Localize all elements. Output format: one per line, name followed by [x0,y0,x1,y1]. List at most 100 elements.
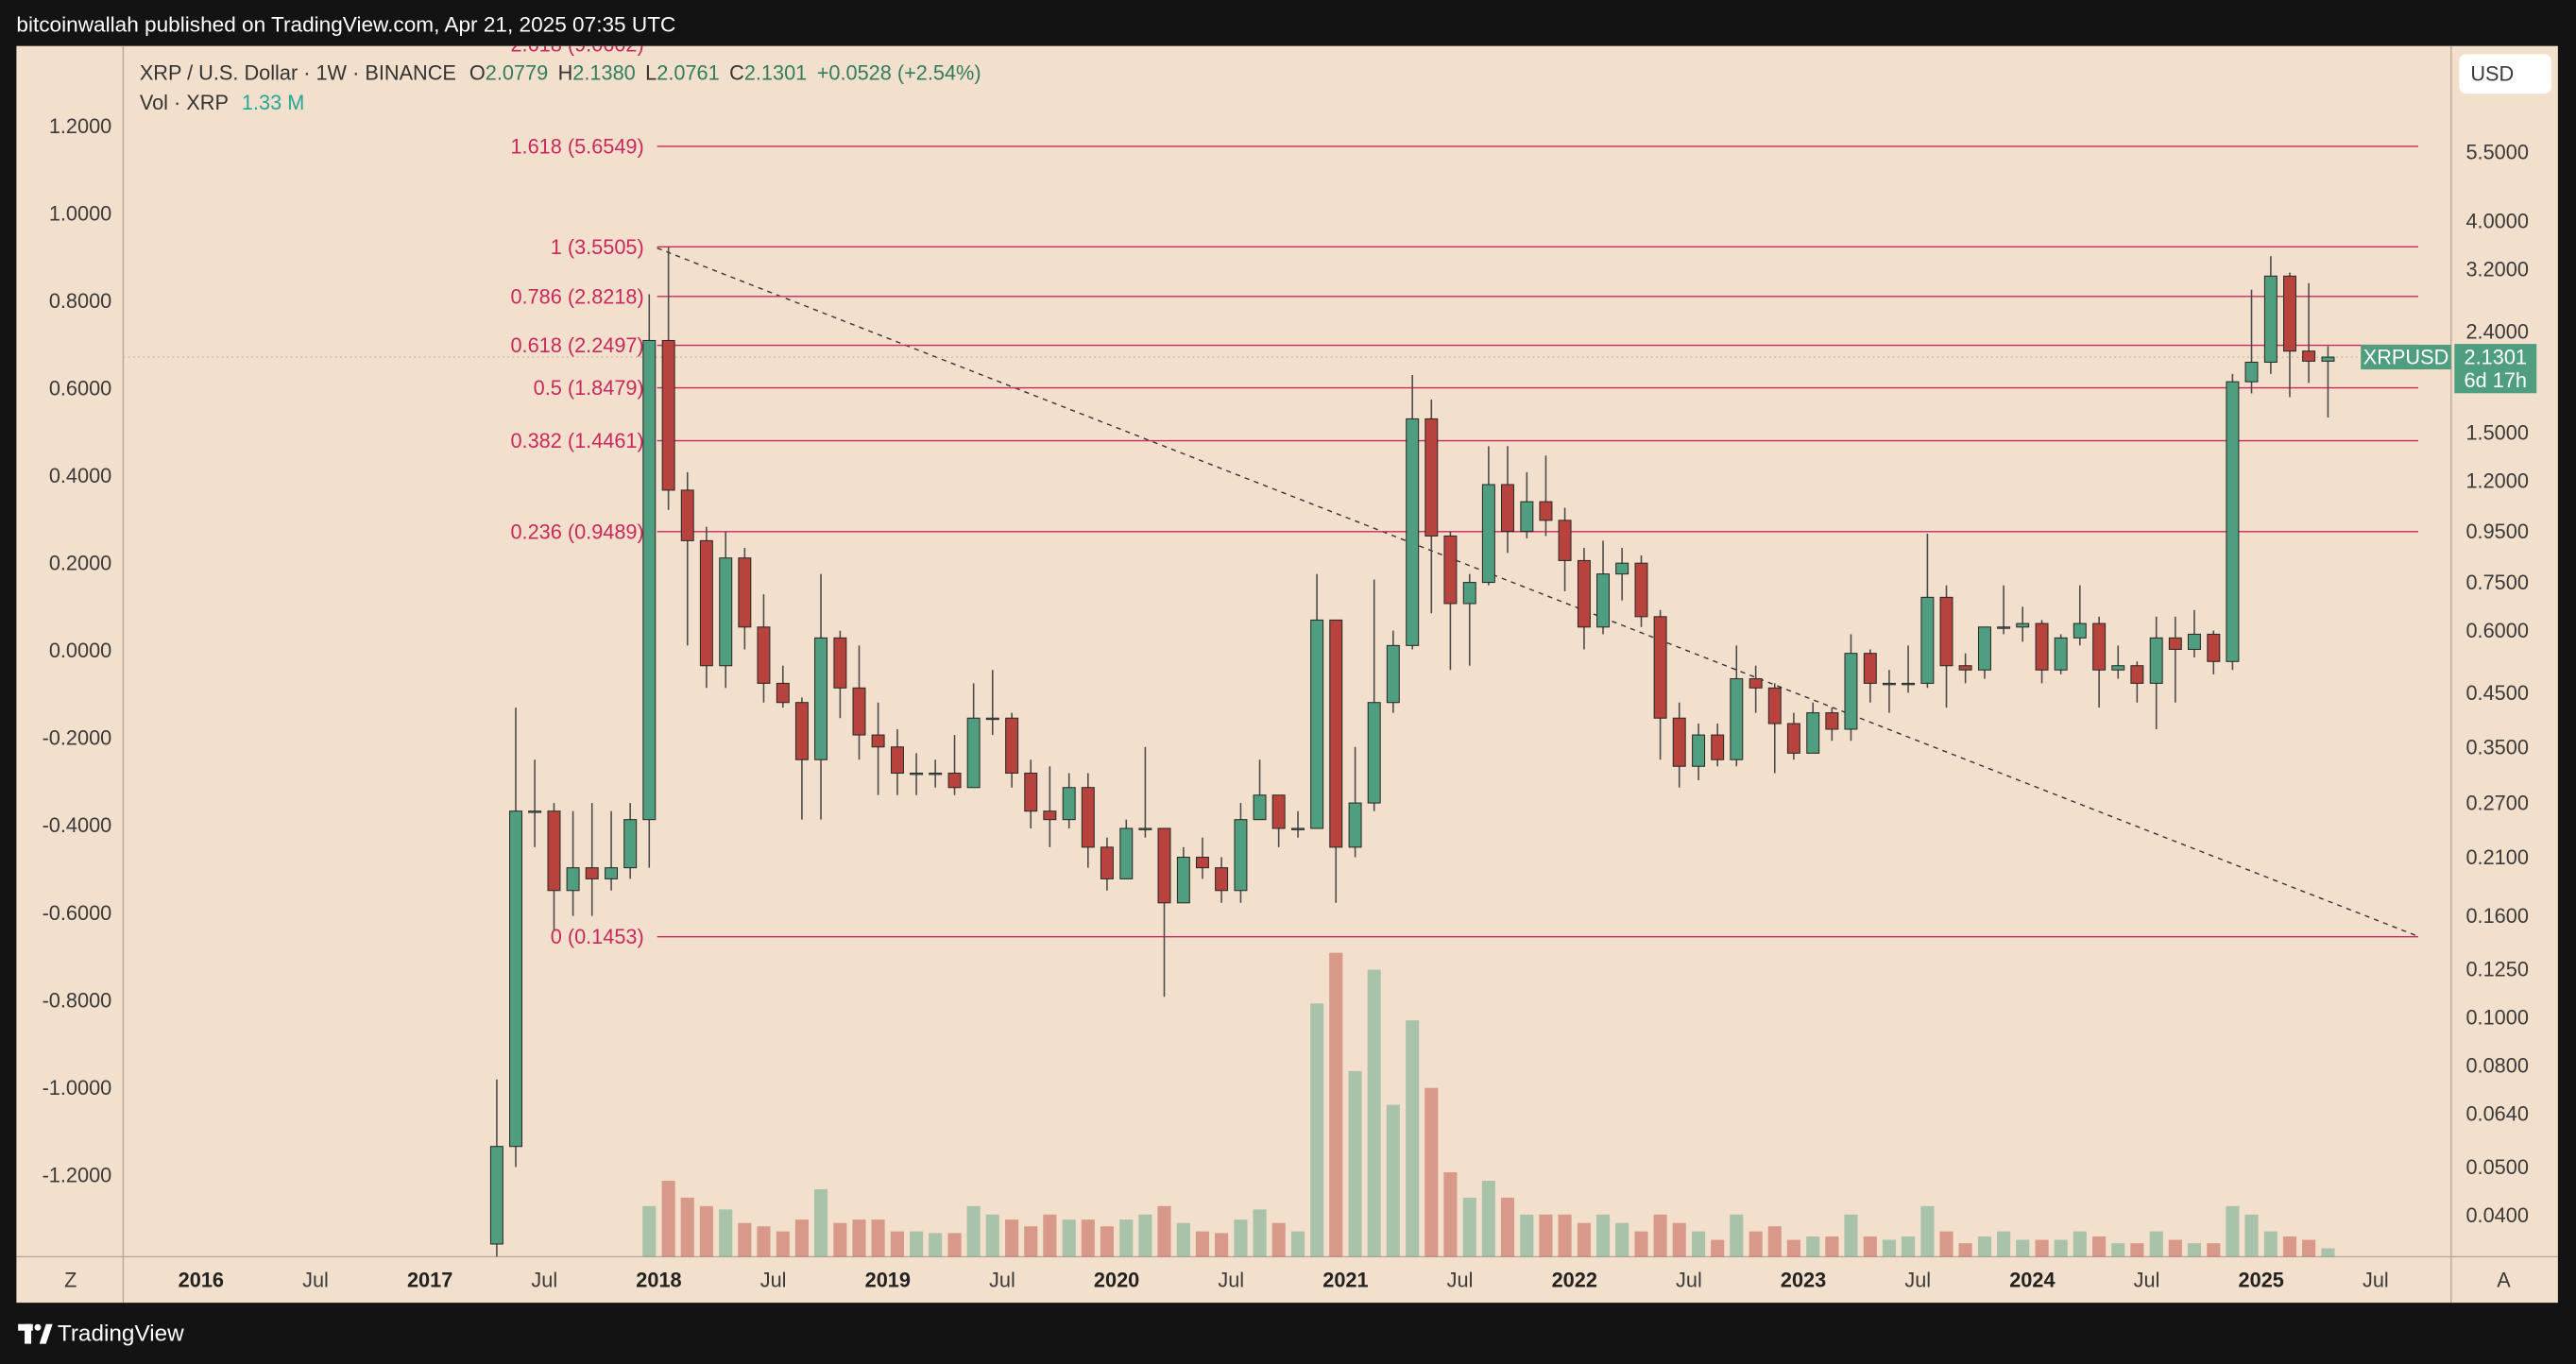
y-tick-label: 0.0500 [2465,1155,2528,1179]
zoom-button[interactable]: Z [64,1268,77,1291]
y-tick-label: 0.1000 [2465,1006,2528,1030]
volume-bar [2282,1236,2297,1257]
x-tick-label: Jul [2134,1268,2160,1291]
candle-body [489,1146,503,1245]
volume-bar [890,1231,905,1257]
candle-body [1577,559,1591,628]
y-tick-label: 0.9500 [2465,520,2528,543]
candle-body [1863,653,1877,684]
volume-bar [2207,1243,2221,1257]
auto-button[interactable]: A [2497,1268,2511,1291]
candle-body [1271,794,1286,829]
currency-label[interactable]: USD [2470,62,2514,86]
candle-body [2149,637,2163,684]
volume-bar [661,1181,675,1257]
volume-bar [985,1214,999,1257]
candle-body [757,626,771,684]
y2-tick-label: -0.4000 [43,813,112,837]
volume-bar [1730,1214,1744,1257]
volume-bar [1234,1219,1248,1257]
y2-tick-label: 0.8000 [49,289,111,313]
volume-bar [1806,1236,1820,1257]
candle-body [528,810,542,813]
candle-body [1329,619,1343,848]
candle-body [1501,484,1514,533]
legend-ohlc: O2.0779 H2.1380 L2.0761 C2.1301 [469,60,807,84]
y2-tick-label: 0.0000 [49,639,111,662]
candle-body [1730,678,1744,760]
candle-body [794,702,809,760]
volume-bar [2187,1243,2202,1257]
volume-bar [2321,1248,2335,1257]
fib-label: 0.618 (2.2497) [510,333,643,357]
volume-bar [1081,1219,1095,1257]
candle-body [1958,665,1972,671]
volume-bar [1615,1222,1629,1257]
volume-bar [1692,1231,1706,1257]
legend-key: O [469,60,486,84]
currency-button[interactable] [2459,54,2551,94]
legend-value: 2.1380 [572,60,635,84]
candle-body [719,557,733,667]
candle-body [1997,626,2011,629]
candle-body [1253,794,1267,821]
y-tick-label: 1.5000 [2465,421,2528,445]
candle-body [1062,787,1076,821]
candle-body [585,867,599,879]
candle-body [680,489,694,541]
axes: 5.5000 4.0000 3.2000 2.4000 1.5000 1.2000 0.95… [43,114,2529,1291]
candle-body [1406,418,1420,646]
candle-body [1825,712,1839,730]
candle-body [1234,819,1248,892]
candle-body [890,746,904,775]
candle-body [910,772,924,776]
x-tick-label: 2018 [636,1268,681,1291]
candle-body [1443,535,1458,605]
volume-bar [1520,1214,1534,1257]
y2-tick-label: 1.2000 [49,114,111,138]
price-tag-value: 2.1301 [2465,346,2527,369]
candle-body [1634,562,1648,618]
y-tick-label: 0.7500 [2465,571,2528,594]
volume-bar [1005,1219,1019,1257]
volume-bar [794,1219,809,1257]
legend-value: 2.0779 [486,60,548,84]
candle-body [1119,827,1134,879]
candle-body [1711,734,1725,760]
x-tick-label: 2023 [1781,1268,1826,1291]
volume-bar [1997,1231,2011,1257]
candle-body [1692,734,1706,767]
candle-body [1348,802,1362,848]
volume-bar [929,1233,943,1257]
volume-bar [1634,1231,1648,1257]
volume-bar [2035,1239,2049,1257]
candle-body [2016,622,2030,628]
candle-body [2263,275,2277,363]
volume-bar [1424,1087,1439,1257]
candle-body [1767,687,1782,725]
candle-body [1882,682,1896,686]
candle-body [1043,810,1057,821]
candle-body [947,772,962,789]
y-tick-label: 0.4500 [2465,681,2528,705]
volume-bar [2016,1239,2030,1257]
candle-body [605,867,619,879]
volume-bar [1825,1236,1839,1257]
volume-bar [757,1226,771,1257]
x-tick-label: 2019 [865,1268,911,1291]
candle-body [2207,633,2221,662]
volume-bar [1348,1070,1362,1257]
candle-body [1749,678,1763,689]
volume-bar [699,1205,713,1257]
x-tick-label: 2020 [1094,1268,1139,1291]
volume-bar [1577,1222,1591,1257]
x-tick-label: Jul [989,1268,1015,1291]
candle-body [1786,723,1800,754]
y2-tick-label: -0.8000 [43,988,112,1012]
x-tick-label: 2017 [407,1268,452,1291]
candle-body [2111,665,2125,671]
y2-tick-label: -0.6000 [43,901,112,925]
price-tag-name-bg [2361,344,2451,370]
